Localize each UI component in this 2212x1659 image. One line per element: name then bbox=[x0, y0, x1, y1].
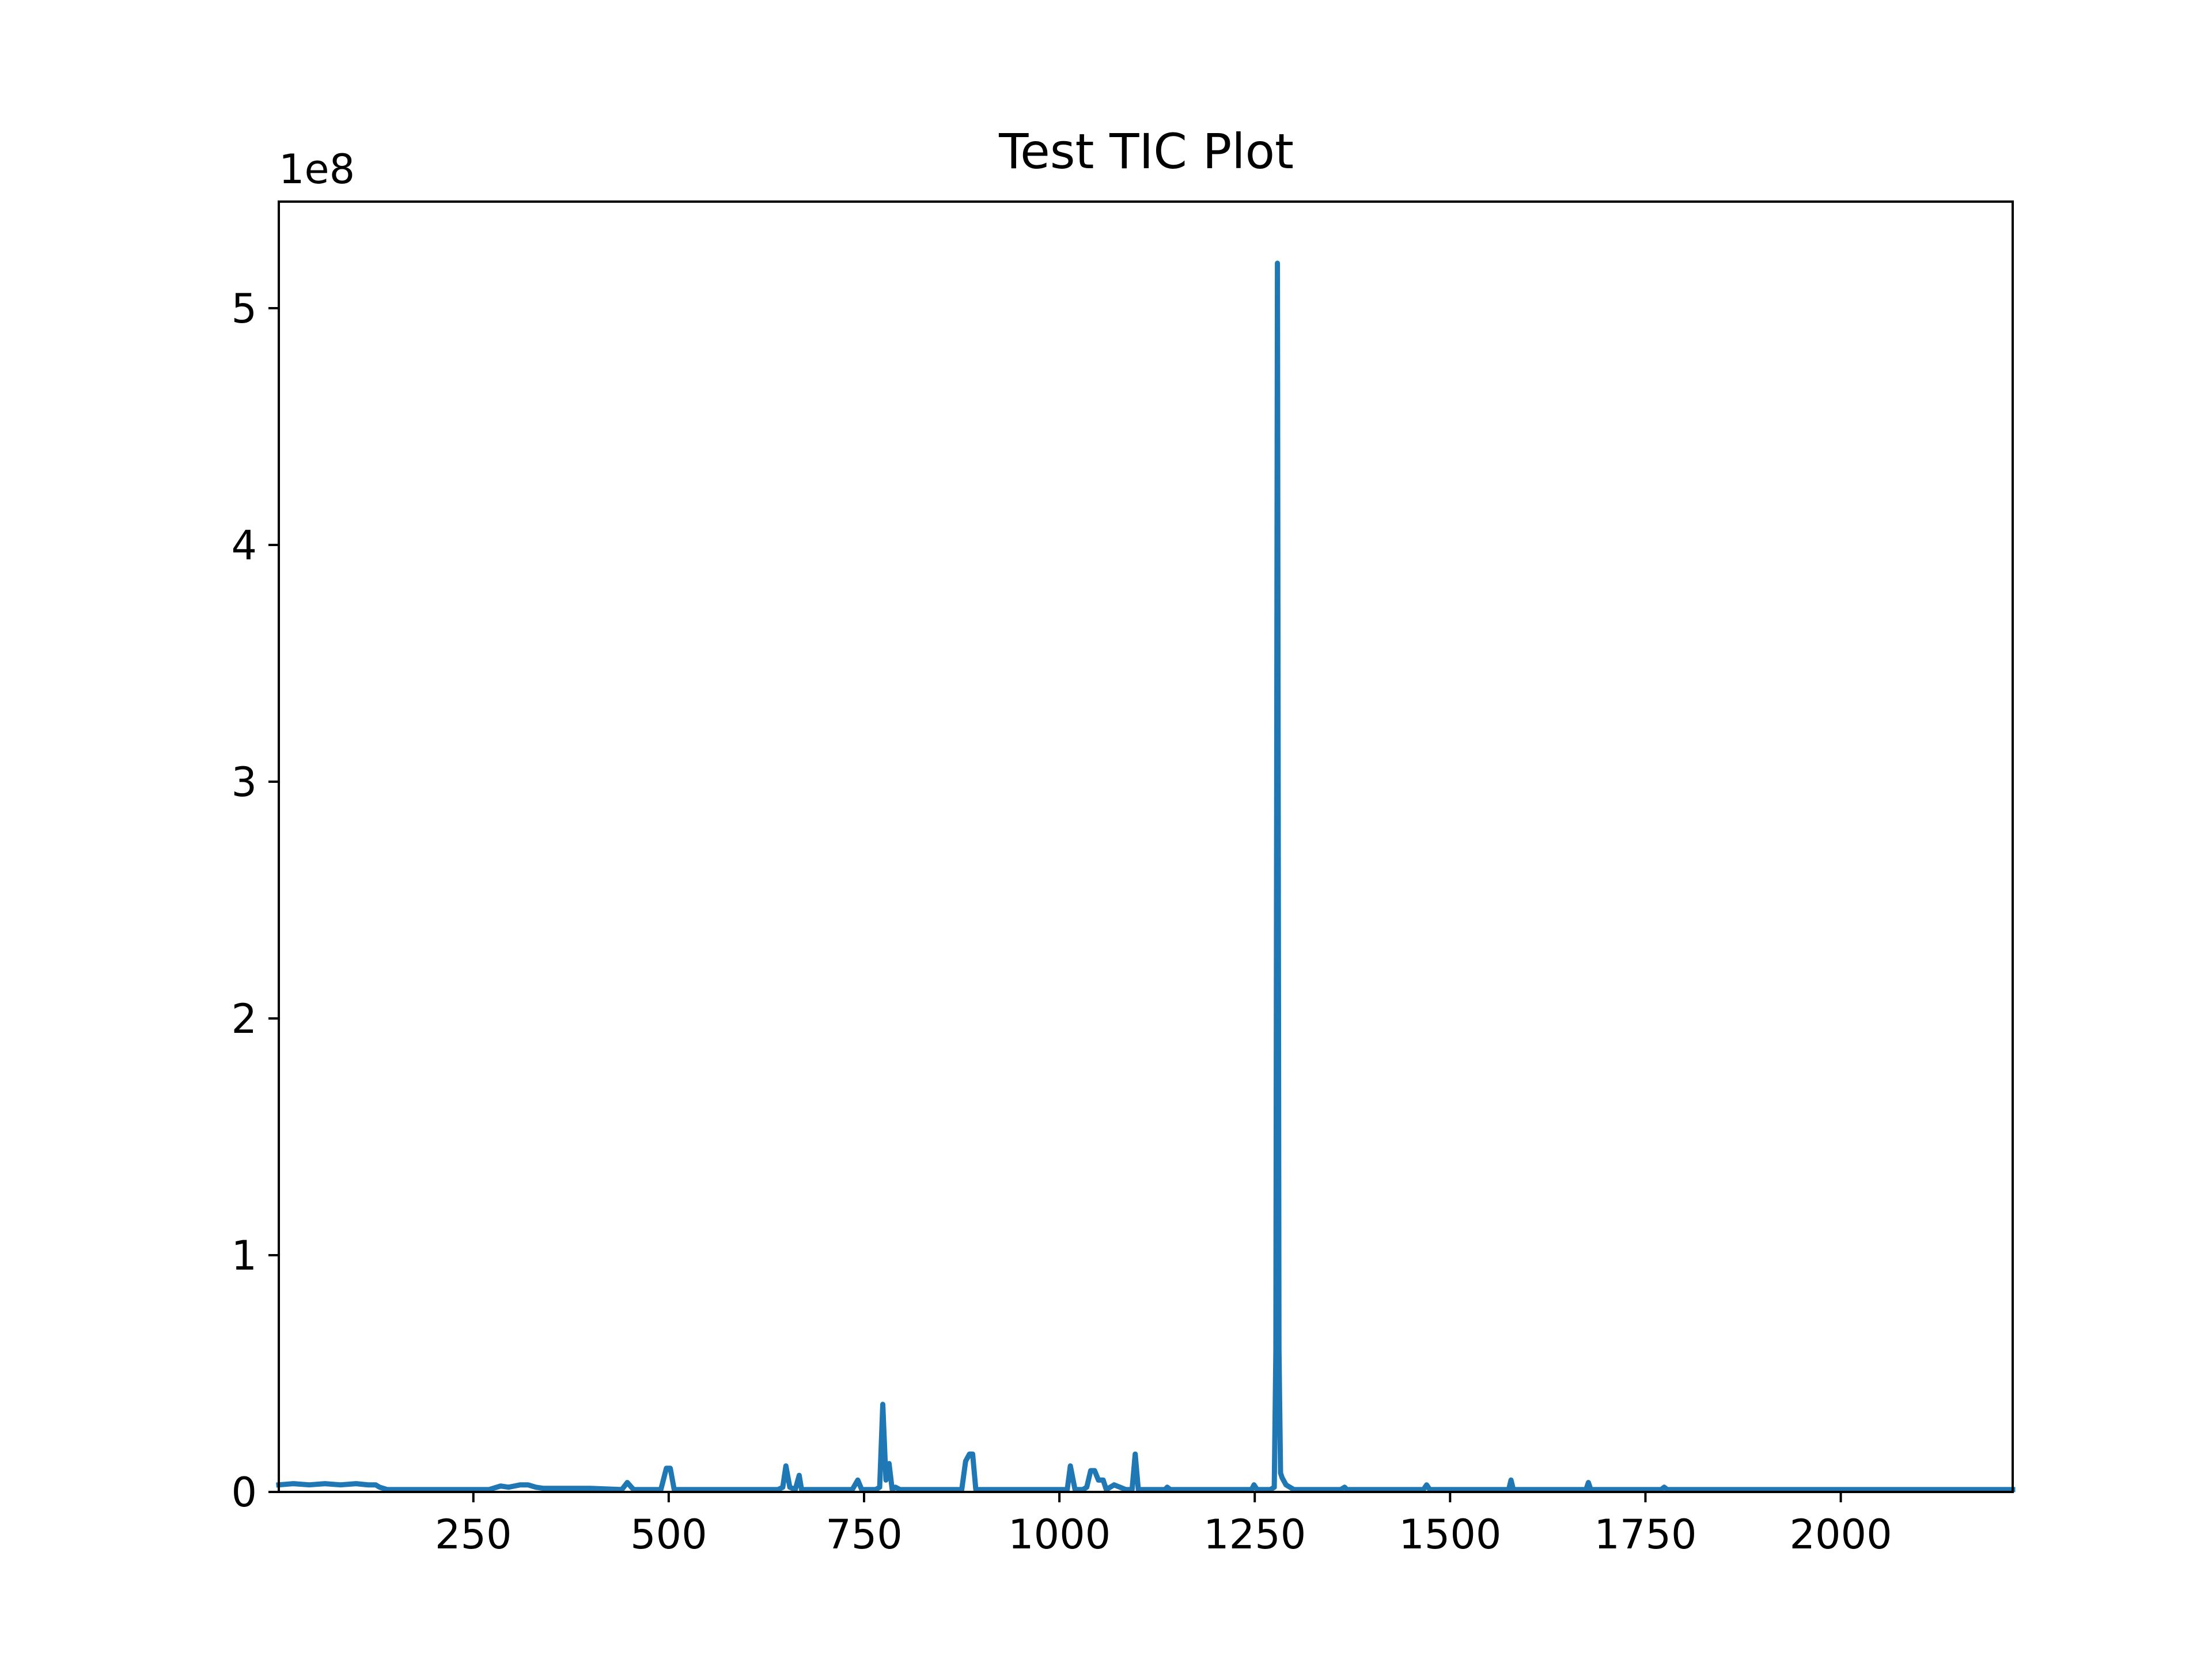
y-tick-label: 5 bbox=[231, 285, 257, 332]
x-tick-label: 750 bbox=[825, 1511, 903, 1558]
x-tick-label: 500 bbox=[630, 1511, 707, 1558]
y-tick-label: 0 bbox=[231, 1469, 257, 1516]
y-tick-label: 2 bbox=[231, 995, 257, 1043]
y-axis-offset-label: 1e8 bbox=[279, 146, 355, 193]
x-tick-label: 1750 bbox=[1594, 1511, 1696, 1558]
y-tick-label: 4 bbox=[231, 522, 257, 569]
y-tick-label: 3 bbox=[231, 759, 257, 806]
x-tick-label: 1250 bbox=[1203, 1511, 1306, 1558]
plot-frame bbox=[278, 200, 2014, 1493]
chart-title: Test TIC Plot bbox=[998, 123, 1294, 180]
x-tick-label: 2000 bbox=[1789, 1511, 1892, 1558]
x-tick-label: 250 bbox=[435, 1511, 512, 1558]
x-tick-label: 1500 bbox=[1399, 1511, 1501, 1558]
y-tick-label: 1 bbox=[231, 1232, 257, 1279]
x-tick-label: 1000 bbox=[1008, 1511, 1111, 1558]
series-line-0 bbox=[276, 260, 2016, 1493]
x-axis: 250 500 750 1000 1250 1500 1750 2000 bbox=[435, 1492, 1892, 1558]
y-axis: 0 1 2 3 4 5 bbox=[231, 285, 279, 1516]
plot-area bbox=[276, 260, 2016, 1493]
